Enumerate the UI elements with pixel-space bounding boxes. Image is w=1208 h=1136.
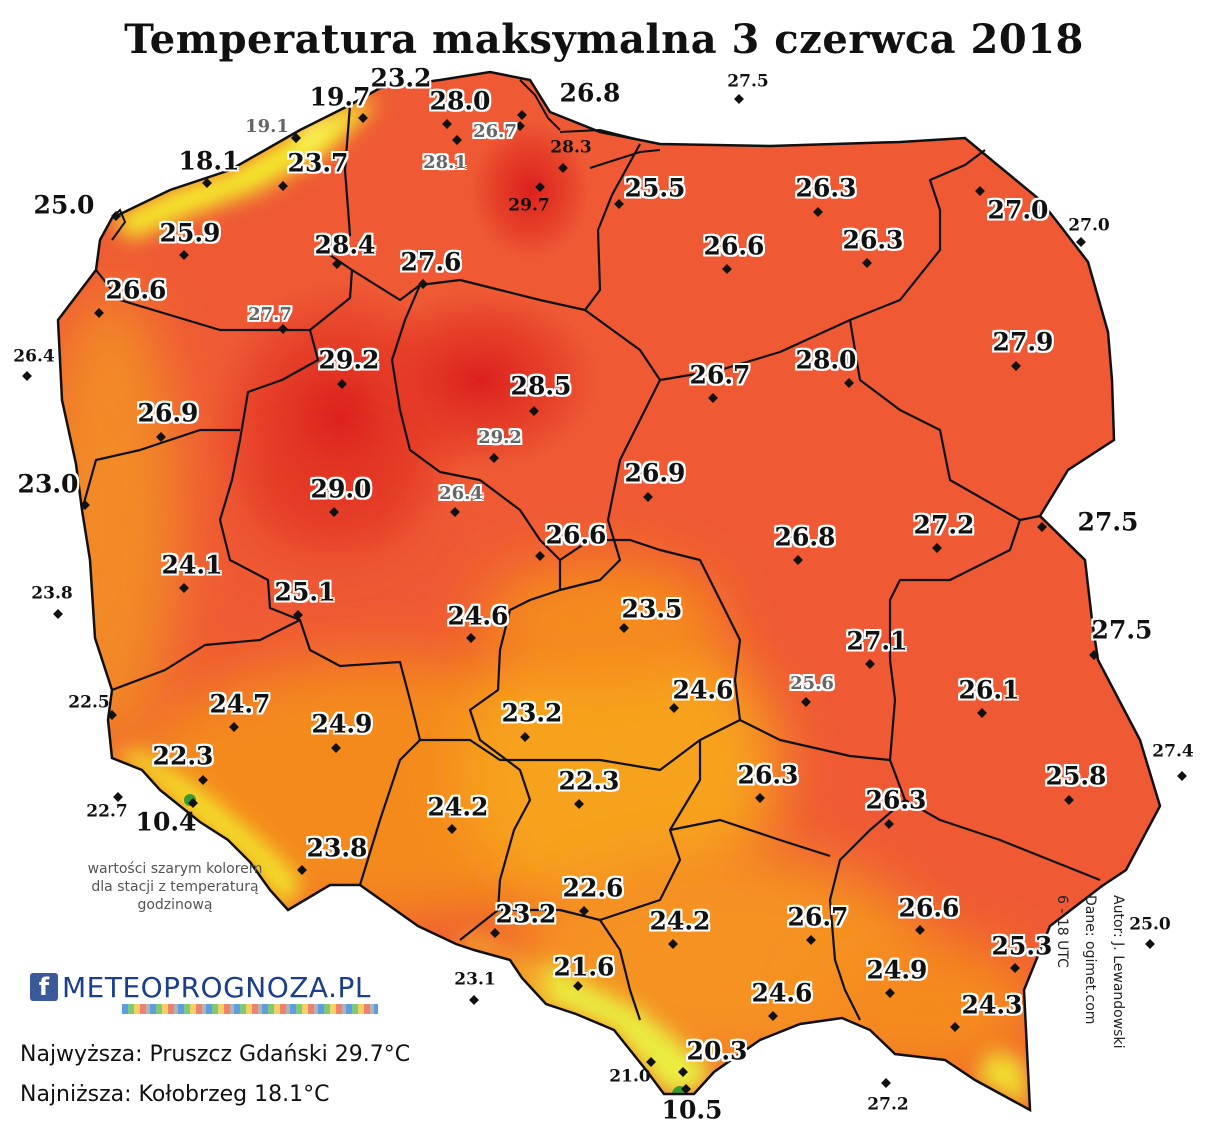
station-temperature: 24.2	[649, 906, 711, 936]
station-temperature: 29.0	[310, 474, 372, 504]
station-temperature: 10.4	[135, 807, 197, 837]
station-temperature: 27.5	[727, 71, 769, 92]
meteoprognoza-logo[interactable]: f METEOPROGNOZA.PL	[30, 970, 371, 1004]
station-temperature: 26.8	[559, 78, 621, 108]
station-temperature: 23.2	[501, 698, 563, 728]
facebook-icon[interactable]: f	[30, 973, 58, 1001]
credits: Autor: J. Lewandowski Dane: ogimet.com 6…	[1048, 895, 1132, 1120]
station-temperature: 23.8	[306, 833, 368, 863]
station-temperature: 26.8	[774, 522, 836, 552]
station-temperature: 21.0	[609, 1066, 651, 1087]
station-temperature: 27.9	[992, 327, 1054, 357]
station-temperature: 18.1	[178, 146, 240, 176]
station-temperature: 23.5	[621, 594, 683, 624]
map-title: Temperatura maksymalna 3 czerwca 2018	[124, 16, 1084, 63]
station-temperature: 28.4	[314, 230, 376, 260]
station-temperature: 24.3	[961, 990, 1023, 1020]
station-temperature: 27.6	[400, 247, 462, 277]
station-temperature: 28.3	[550, 137, 592, 158]
station-temperature: 24.6	[751, 978, 813, 1008]
station-temperature: 27.7	[248, 304, 292, 325]
station-temperature: 25.3	[991, 931, 1053, 961]
station-temperature: 26.4	[439, 483, 483, 504]
station-temperature: 24.9	[866, 955, 928, 985]
station-temperature: 26.7	[787, 902, 849, 932]
station-temperature: 19.1	[245, 116, 289, 137]
station-temperature: 25.0	[1129, 914, 1171, 935]
station-temperature: 20.3	[686, 1036, 748, 1066]
station-temperature: 26.7	[689, 360, 751, 390]
station-temperature: 24.1	[161, 550, 223, 580]
station-temperature: 22.6	[562, 873, 624, 903]
station-temperature: 24.9	[311, 709, 373, 739]
station-temperature: 22.3	[558, 766, 620, 796]
station-temperature: 28.0	[429, 86, 491, 116]
station-temperature: 24.7	[209, 689, 271, 719]
station-temperature: 26.4	[13, 346, 55, 367]
station-temperature: 27.0	[1068, 215, 1110, 236]
station-temperature: 23.7	[287, 148, 349, 178]
record-max: Najwyższa: Pruszcz Gdański 29.7°C	[20, 1042, 411, 1067]
station-temperature: 23.1	[454, 969, 496, 990]
station-temperature: 26.3	[737, 760, 799, 790]
station-temperature: 23.2	[370, 63, 432, 93]
station-temperature: 25.6	[790, 673, 834, 694]
station-temperature: 25.1	[274, 577, 336, 607]
station-temperature: 29.2	[478, 427, 522, 448]
station-temperature: 26.6	[703, 231, 765, 261]
station-temperature: 24.6	[447, 601, 509, 631]
station-temperature: 26.9	[624, 458, 686, 488]
station-temperature: 27.5	[1077, 507, 1139, 537]
station-temperature: 26.3	[795, 173, 857, 203]
station-temperature: 26.7	[473, 121, 517, 142]
logo-color-bar	[122, 1004, 378, 1014]
brand-text: METEOPROGNOZA.PL	[62, 970, 371, 1004]
station-temperature: 19.7	[309, 82, 371, 112]
station-temperature: 10.5	[661, 1095, 723, 1125]
station-temperature: 26.6	[898, 893, 960, 923]
station-temperature: 28.1	[423, 152, 467, 173]
station-temperature: 26.3	[842, 225, 904, 255]
credit-author: Autor: J. Lewandowski	[1110, 895, 1126, 1049]
station-temperature: 23.0	[17, 469, 79, 499]
station-temperature: 25.8	[1045, 761, 1107, 791]
station-temperature: 28.5	[510, 371, 572, 401]
credit-hours: 6 - 18 UTC	[1054, 895, 1070, 968]
station-temperature: 27.2	[913, 510, 975, 540]
station-temperature: 27.0	[987, 195, 1049, 225]
station-temperature: 24.2	[427, 792, 489, 822]
gray-values-note: wartości szarym kolorem dla stacji z tem…	[87, 861, 263, 913]
station-temperature: 27.5	[1091, 615, 1153, 645]
station-temperature: 23.8	[31, 583, 73, 604]
station-temperature: 27.4	[1152, 741, 1194, 762]
credit-source: Dane: ogimet.com	[1082, 895, 1098, 1025]
station-temperature: 26.1	[958, 675, 1020, 705]
station-temperature: 22.5	[68, 692, 110, 713]
station-temperature: 26.3	[865, 785, 927, 815]
station-temperature: 24.6	[672, 675, 734, 705]
station-temperature: 27.1	[846, 626, 908, 656]
station-temperature: 25.0	[33, 190, 95, 220]
station-temperature: 26.6	[105, 275, 167, 305]
station-temperature: 29.7	[508, 195, 550, 216]
station-temperature: 22.7	[86, 801, 128, 822]
station-temperature: 26.6	[545, 520, 607, 550]
record-min: Najniższa: Kołobrzeg 18.1°C	[20, 1082, 330, 1107]
station-temperature: 23.2	[495, 899, 557, 929]
station-temperature: 28.0	[795, 345, 857, 375]
station-temperature: 26.9	[137, 398, 199, 428]
station-temperature: 21.6	[553, 952, 615, 982]
station-temperature: 25.5	[624, 173, 686, 203]
station-temperature: 27.2	[867, 1094, 909, 1115]
station-temperature: 25.9	[159, 218, 221, 248]
station-temperature: 22.3	[152, 741, 214, 771]
station-temperature: 29.2	[318, 345, 380, 375]
